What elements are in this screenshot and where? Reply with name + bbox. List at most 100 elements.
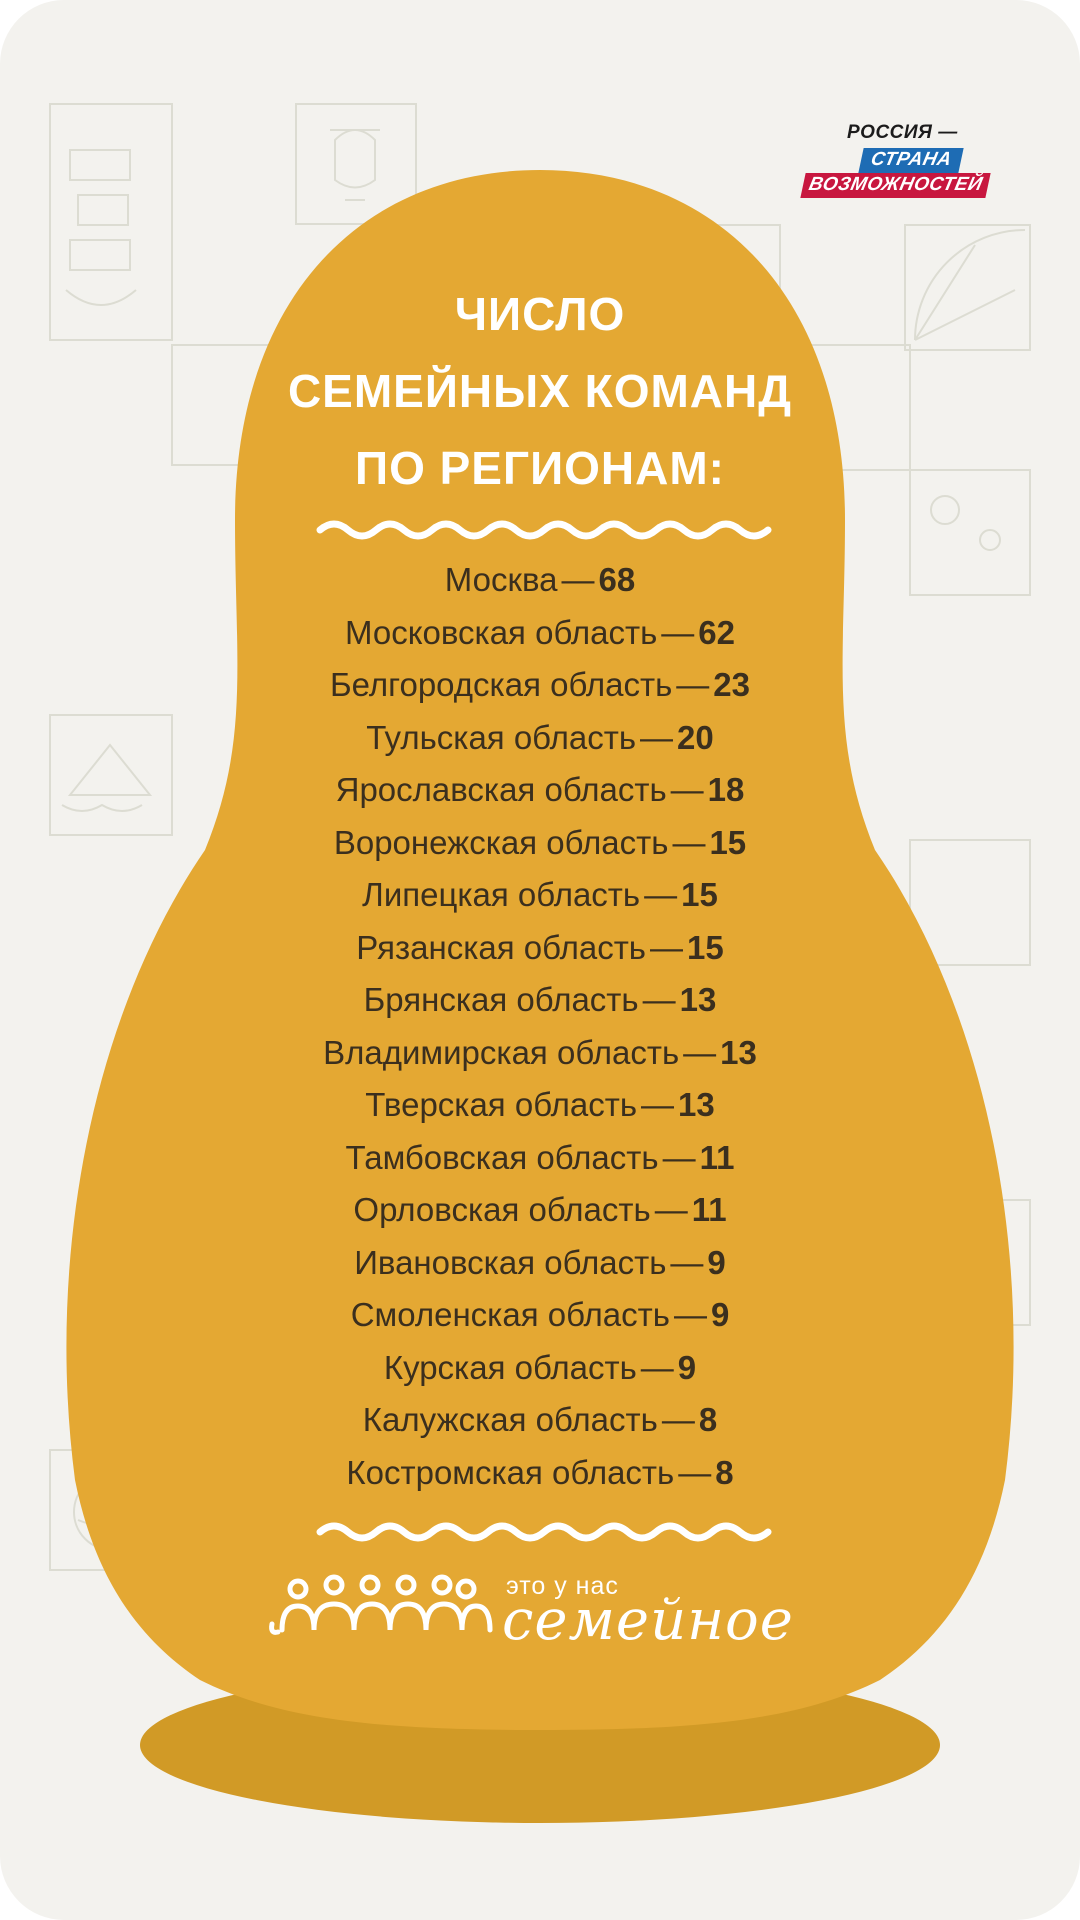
flower-icon: [930, 495, 960, 525]
page-title: ЧИСЛО СЕМЕЙНЫХ КОМАНД ПО РЕГИОНАМ:: [160, 276, 920, 507]
list-item: Рязанская область —15: [160, 922, 920, 975]
region-name: Владимирская область: [323, 1033, 680, 1071]
team-count: 9: [677, 1348, 697, 1386]
list-item: Ивановская область —9: [160, 1237, 920, 1290]
team-count: 11: [691, 1191, 727, 1228]
separator-dash: —: [661, 613, 695, 651]
top-zigzag-divider: [316, 520, 772, 540]
region-name: Орловская область: [353, 1191, 651, 1228]
separator-dash: —: [673, 1296, 707, 1333]
team-count: 18: [707, 771, 745, 808]
list-item: Смоленская область —9: [160, 1289, 920, 1342]
separator-dash: —: [644, 876, 678, 913]
regions-list: Москва —68 Московская область —62 Белгород…: [160, 554, 920, 1499]
logo-line-1: РОССИЯ —: [847, 122, 958, 143]
team-count: 15: [709, 823, 747, 861]
region-name: Курская область: [383, 1348, 637, 1386]
region-name: Липецкая область: [362, 876, 641, 913]
separator-dash: —: [670, 771, 704, 808]
list-item: Костромская область —8: [160, 1447, 920, 1500]
separator-dash: —: [561, 561, 595, 598]
team-count: 11: [699, 1138, 735, 1176]
region-name: Брянская область: [363, 981, 639, 1018]
team-count: 13: [678, 1086, 715, 1123]
pattern-samovar-tile: [295, 103, 417, 225]
list-item: Тульская область —20: [160, 712, 920, 765]
list-item: Воронежская область —15: [160, 817, 920, 870]
separator-dash: —: [662, 1138, 696, 1176]
list-item: Московская область —62: [160, 607, 920, 660]
team-count: 8: [698, 1401, 718, 1438]
region-name: Москва: [444, 561, 558, 598]
list-item: Липецкая область —15: [160, 869, 920, 922]
cups-icon: [65, 149, 137, 306]
team-count: 23: [713, 666, 751, 703]
team-count: 9: [707, 1243, 726, 1281]
region-name: Рязанская область: [356, 928, 646, 966]
team-count: 9: [710, 1296, 730, 1333]
region-name: Тульская область: [366, 718, 637, 756]
team-count: 13: [679, 981, 717, 1018]
separator-dash: —: [676, 666, 710, 703]
region-name: Тамбовская область: [345, 1138, 659, 1176]
list-item: Брянская область —13: [160, 974, 920, 1027]
list-item: Калужская область —8: [160, 1394, 920, 1447]
team-count: 13: [720, 1033, 757, 1071]
region-name: Смоленская область: [350, 1296, 670, 1333]
pattern-boat-tile: [49, 714, 173, 836]
separator-dash: —: [678, 1453, 712, 1491]
separator-dash: —: [642, 981, 676, 1018]
pattern-tile: [909, 839, 1031, 966]
team-count: 62: [698, 613, 735, 651]
paper-boat-icon: [61, 743, 153, 812]
separator-dash: —: [654, 1191, 688, 1228]
region-name: Воронежская область: [333, 823, 669, 861]
team-count: 8: [715, 1453, 734, 1491]
region-name: Тверская область: [365, 1086, 638, 1123]
region-name: Ярославская область: [335, 771, 667, 808]
list-item: Орловская область —11: [160, 1184, 920, 1237]
list-item: Ярославская область —18: [160, 764, 920, 817]
title-line-2: СЕМЕЙНЫХ КОМАНД: [287, 365, 793, 417]
russia-land-of-opportunities-logo: РОССИЯ — СТРАНА ВОЗМОЖНОСТЕЙ: [800, 122, 1001, 202]
separator-dash: —: [640, 718, 674, 756]
team-count: 15: [681, 876, 718, 913]
separator-dash: —: [641, 1086, 675, 1123]
list-item: Тверская область —13: [160, 1079, 920, 1132]
title-line-3: ПО РЕГИОНАМ:: [355, 442, 725, 494]
region-name: Ивановская область: [354, 1243, 667, 1281]
family-people-icon: [269, 1574, 493, 1635]
brand-tagline-small: это у нас: [506, 1572, 619, 1600]
pattern-cups-tile: [49, 103, 173, 341]
team-count: 68: [598, 561, 636, 598]
bottom-zigzag-divider: [316, 1522, 772, 1542]
pattern-fan-tile: [904, 224, 1031, 351]
team-count: 20: [677, 718, 714, 756]
fan-icon: [914, 229, 1026, 341]
region-name: Белгородская область: [329, 666, 673, 703]
separator-dash: —: [683, 1033, 717, 1071]
matryoshka-silhouette: [66, 170, 1014, 1730]
region-name: Костромская область: [346, 1453, 675, 1491]
separator-dash: —: [670, 1243, 704, 1281]
separator-dash: —: [640, 1348, 674, 1386]
separator-dash: —: [672, 823, 706, 861]
separator-dash: —: [661, 1401, 695, 1438]
team-count: 15: [687, 928, 724, 966]
logo-line-2: СТРАНА: [858, 148, 964, 173]
title-line-1: ЧИСЛО: [454, 288, 626, 340]
samovar-icon: [330, 129, 380, 201]
logo-line-3: ВОЗМОЖНОСТЕЙ: [800, 173, 991, 198]
list-item: Белгородская область —23: [160, 659, 920, 712]
region-name: Московская область: [345, 613, 658, 651]
separator-dash: —: [650, 928, 683, 966]
list-item: Москва —68: [160, 554, 920, 607]
list-item: Тамбовская область —11: [160, 1132, 920, 1185]
region-name: Калужская область: [362, 1401, 658, 1438]
list-item: Курская область —9: [160, 1342, 920, 1395]
brand-tagline-big: семейное: [502, 1588, 794, 1653]
pattern-berries-tile: [909, 469, 1031, 596]
list-item: Владимирская область —13: [160, 1027, 920, 1080]
